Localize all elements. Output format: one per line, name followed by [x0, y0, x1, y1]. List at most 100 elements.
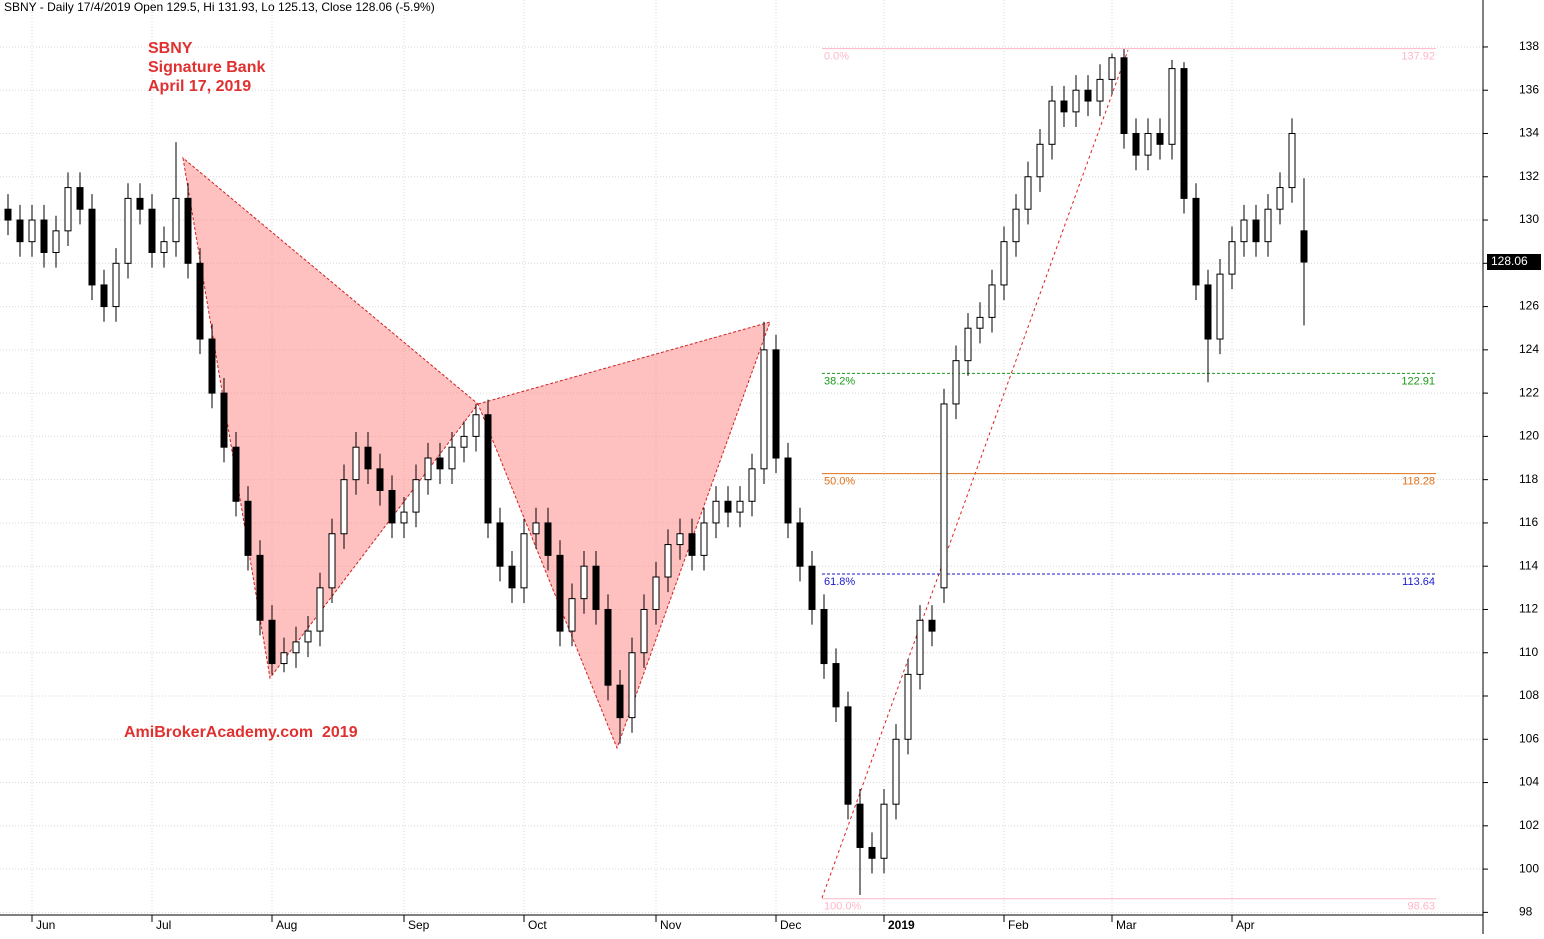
- candle-body: [1168, 68, 1176, 145]
- fib-value: 113.64: [1402, 576, 1435, 588]
- candle-body: [484, 414, 492, 524]
- x-tick-label: Feb: [1008, 918, 1029, 932]
- fib-label: 38.2%: [824, 375, 855, 387]
- candle-body: [880, 803, 888, 859]
- candle-body: [448, 446, 456, 470]
- fib-label: 0.0%: [824, 51, 849, 63]
- fib-value: 98.63: [1407, 901, 1435, 913]
- candle-body: [1180, 68, 1188, 199]
- x-tick-label: Jun: [36, 918, 55, 932]
- annotation: Signature Bank: [148, 59, 265, 76]
- candle-body: [1156, 132, 1164, 145]
- candle-body: [1228, 241, 1236, 275]
- candle-body: [820, 608, 828, 665]
- x-tick-label: 2019: [888, 918, 915, 932]
- candle-body: [556, 554, 564, 632]
- candle-body: [1096, 78, 1104, 102]
- candle-body: [256, 554, 264, 621]
- candle-body: [868, 846, 876, 859]
- fib-label: 100.0%: [824, 901, 862, 913]
- last-price-box: [1487, 254, 1541, 271]
- candle-body: [976, 316, 984, 329]
- candle-body: [1072, 89, 1080, 113]
- candle-body: [1024, 176, 1032, 210]
- candle-body: [628, 652, 636, 719]
- candle-body: [1084, 89, 1092, 102]
- watermark: AmiBrokerAcademy.com 2019: [124, 724, 358, 741]
- x-tick-label: Dec: [780, 918, 801, 932]
- y-tick-label: 122: [1519, 385, 1539, 399]
- y-tick-label: 134: [1519, 126, 1539, 140]
- candle-body: [16, 219, 24, 243]
- candle-body: [520, 533, 528, 589]
- candle-body: [472, 414, 480, 437]
- candle-body: [316, 587, 324, 632]
- candle-body: [1108, 57, 1116, 80]
- candle-body: [400, 511, 408, 524]
- candle-body: [844, 706, 852, 805]
- candle-body: [1192, 197, 1200, 286]
- candle-body: [988, 284, 996, 318]
- candle-body: [4, 208, 12, 221]
- candle-body: [568, 598, 576, 632]
- y-tick-label: 132: [1519, 169, 1539, 183]
- candle-body: [172, 197, 180, 243]
- x-tick-label: Jul: [156, 918, 171, 932]
- candle-body: [1204, 284, 1212, 340]
- candle-body: [940, 403, 948, 589]
- candle-body: [280, 652, 288, 665]
- candle-body: [916, 619, 924, 675]
- candle-body: [1144, 132, 1152, 156]
- candle-body: [964, 327, 972, 362]
- candle-body: [292, 641, 300, 654]
- candle-body: [1252, 219, 1260, 243]
- candle-body: [640, 608, 648, 654]
- candle-body: [340, 479, 348, 535]
- pattern-leg: [182, 156, 479, 680]
- y-tick-label: 124: [1519, 342, 1539, 356]
- candle-body: [208, 338, 216, 394]
- candle-body: [1060, 100, 1068, 113]
- x-tick-label: Sep: [408, 918, 430, 932]
- y-tick-label: 136: [1519, 82, 1539, 96]
- candle-body: [664, 544, 672, 578]
- y-tick-label: 108: [1519, 688, 1539, 702]
- candle-body: [508, 565, 516, 589]
- fib-label: 50.0%: [824, 476, 855, 488]
- candle-body: [1300, 230, 1308, 263]
- candle-body: [952, 360, 960, 405]
- candle-body: [196, 262, 204, 340]
- y-tick-label: 118: [1519, 472, 1538, 486]
- last-price: 128.06: [1491, 254, 1528, 268]
- annotation: SBNY: [148, 40, 193, 57]
- candle-body: [496, 522, 504, 567]
- candle-body: [160, 241, 168, 253]
- candle-body: [136, 197, 144, 210]
- fib-value: 122.91: [1401, 375, 1435, 387]
- axis-labels: 98 100 102 104 106 108 110 112 114 116 118 120 122 12…: [31, 39, 1541, 932]
- candle-body: [268, 619, 276, 665]
- candle-body: [184, 197, 192, 264]
- fib-value: 137.92: [1401, 51, 1435, 63]
- candle-body: [592, 565, 600, 610]
- candle-body: [40, 219, 48, 253]
- candle-body: [112, 262, 120, 308]
- candle-body: [832, 663, 840, 708]
- candle-body: [28, 219, 36, 243]
- candle-body: [748, 468, 756, 502]
- candle-body: [436, 457, 444, 470]
- candle-body: [724, 500, 732, 513]
- candle-body: [676, 533, 684, 546]
- y-tick-label: 98: [1519, 905, 1533, 919]
- candle-body: [1012, 208, 1020, 243]
- candle-body: [1276, 187, 1284, 210]
- candle-body: [532, 522, 540, 535]
- y-tick-label: 114: [1519, 558, 1538, 572]
- candle-body: [388, 489, 396, 524]
- y-tick-label: 116: [1519, 515, 1538, 529]
- candle-body: [64, 187, 72, 232]
- x-tick-label: Oct: [528, 918, 547, 932]
